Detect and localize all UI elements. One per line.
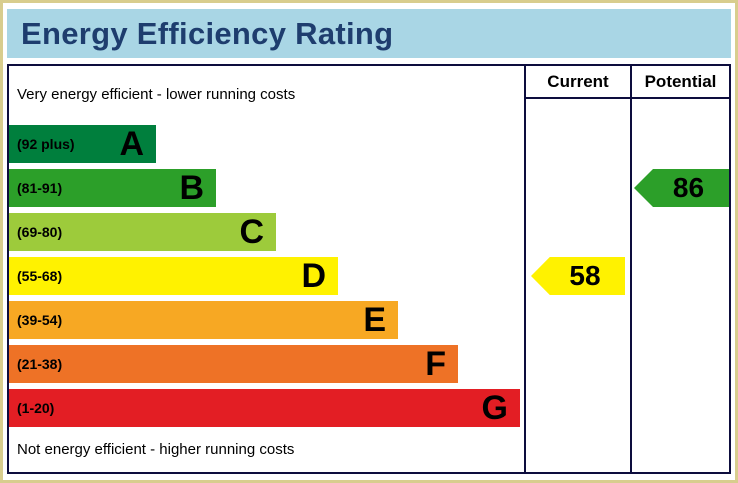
band-c-letter: C xyxy=(239,213,264,251)
caption-bottom: Not energy efficient - higher running co… xyxy=(17,441,295,458)
band-g: (1-20) G xyxy=(9,389,520,427)
band-f: (21-38) F xyxy=(9,345,458,383)
band-g-range: (1-20) xyxy=(17,400,55,416)
band-g-letter: G xyxy=(481,389,508,427)
chart-table: Very energy efficient - lower running co… xyxy=(7,64,731,474)
current-rating-arrow: 58 xyxy=(531,257,625,295)
band-f-range: (21-38) xyxy=(17,356,63,372)
band-b-range: (81-91) xyxy=(17,180,63,196)
potential-column: Potential 86 xyxy=(632,66,729,472)
rating-bands: (92 plus) A (81-91) B (69-80) C (55-68) … xyxy=(9,125,524,433)
caption-top: Very energy efficient - lower running co… xyxy=(17,86,296,103)
band-a-letter: A xyxy=(119,125,144,163)
chart-title: Energy Efficiency Rating xyxy=(21,15,394,51)
band-d-letter: D xyxy=(301,257,326,295)
chart-title-bar: Energy Efficiency Rating xyxy=(7,9,731,58)
band-a: (92 plus) A xyxy=(9,125,156,163)
potential-column-header: Potential xyxy=(632,66,729,99)
potential-rating-value: 86 xyxy=(672,172,705,203)
band-a-range: (92 plus) xyxy=(17,136,75,152)
current-rating-value: 58 xyxy=(569,260,601,291)
band-d: (55-68) D xyxy=(9,257,338,295)
band-e: (39-54) E xyxy=(9,301,398,339)
band-c: (69-80) C xyxy=(9,213,276,251)
band-e-range: (39-54) xyxy=(17,312,63,328)
band-f-letter: F xyxy=(425,345,446,383)
band-d-range: (55-68) xyxy=(17,268,63,284)
potential-rating-arrow: 86 xyxy=(634,169,729,207)
current-column-header: Current xyxy=(526,66,630,99)
band-e-letter: E xyxy=(363,301,386,339)
band-c-range: (69-80) xyxy=(17,224,63,240)
band-b-letter: B xyxy=(179,169,204,207)
current-column: Current 58 xyxy=(526,66,632,472)
bands-area: Very energy efficient - lower running co… xyxy=(9,66,526,472)
band-b: (81-91) B xyxy=(9,169,216,207)
